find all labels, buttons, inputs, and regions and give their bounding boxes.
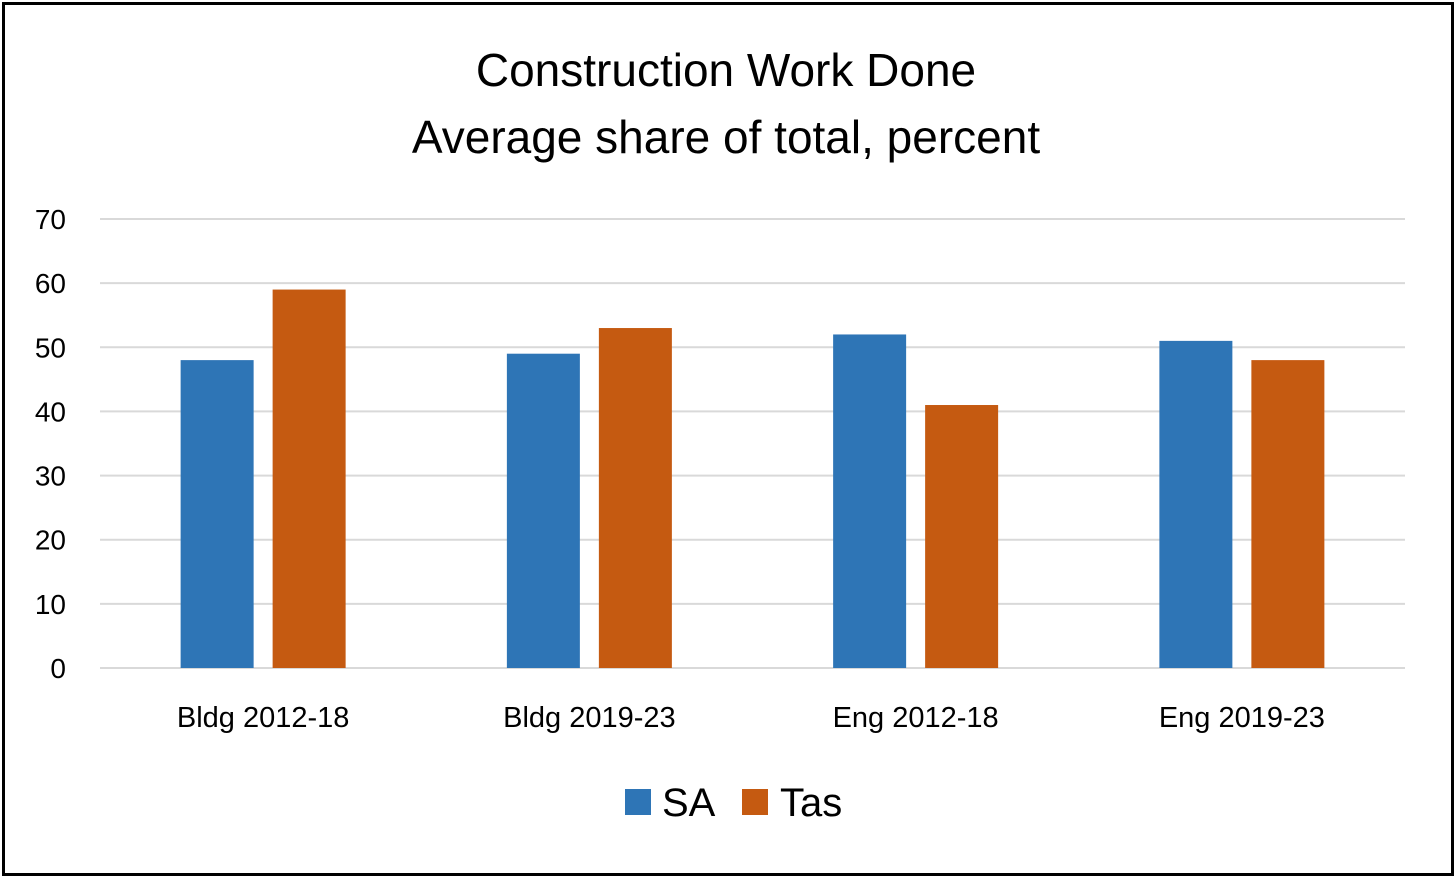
bar-tas-0 — [272, 289, 346, 668]
bar-tas-3 — [1251, 360, 1325, 668]
bar-tas-2 — [925, 405, 999, 668]
y-axis-ticks: 0 10 20 30 40 50 60 70 — [35, 204, 66, 684]
legend: SA Tas — [625, 781, 842, 825]
bar-sa-0 — [180, 360, 254, 668]
y-tick-label: 50 — [35, 332, 66, 363]
legend-label-tas: Tas — [780, 781, 842, 825]
legend-label-sa: SA — [662, 781, 716, 825]
y-tick-label: 40 — [35, 396, 66, 427]
legend-swatch-sa — [625, 789, 651, 815]
y-tick-label: 10 — [35, 589, 66, 620]
x-category-label: Bldg 2012-18 — [177, 702, 350, 734]
bar-sa-3 — [1159, 340, 1233, 668]
chart-title: Construction Work Done — [476, 44, 976, 96]
y-tick-label: 60 — [35, 268, 66, 299]
legend-swatch-tas — [742, 789, 768, 815]
y-tick-label: 0 — [50, 653, 66, 684]
bar-sa-1 — [506, 353, 580, 668]
bar-sa-2 — [833, 334, 907, 668]
x-category-label: Bldg 2019-23 — [503, 702, 676, 734]
x-category-label: Eng 2019-23 — [1159, 702, 1325, 734]
x-axis-categories: Bldg 2012-18 Bldg 2019-23 Eng 2012-18 Eng 2… — [177, 702, 1325, 734]
bar-tas-1 — [598, 328, 672, 668]
y-tick-label: 30 — [35, 461, 66, 492]
bars — [180, 289, 1325, 668]
x-category-label: Eng 2012-18 — [833, 702, 999, 734]
y-tick-label: 20 — [35, 525, 66, 556]
y-tick-label: 70 — [35, 204, 66, 235]
chart-subtitle: Average share of total, percent — [412, 111, 1040, 163]
